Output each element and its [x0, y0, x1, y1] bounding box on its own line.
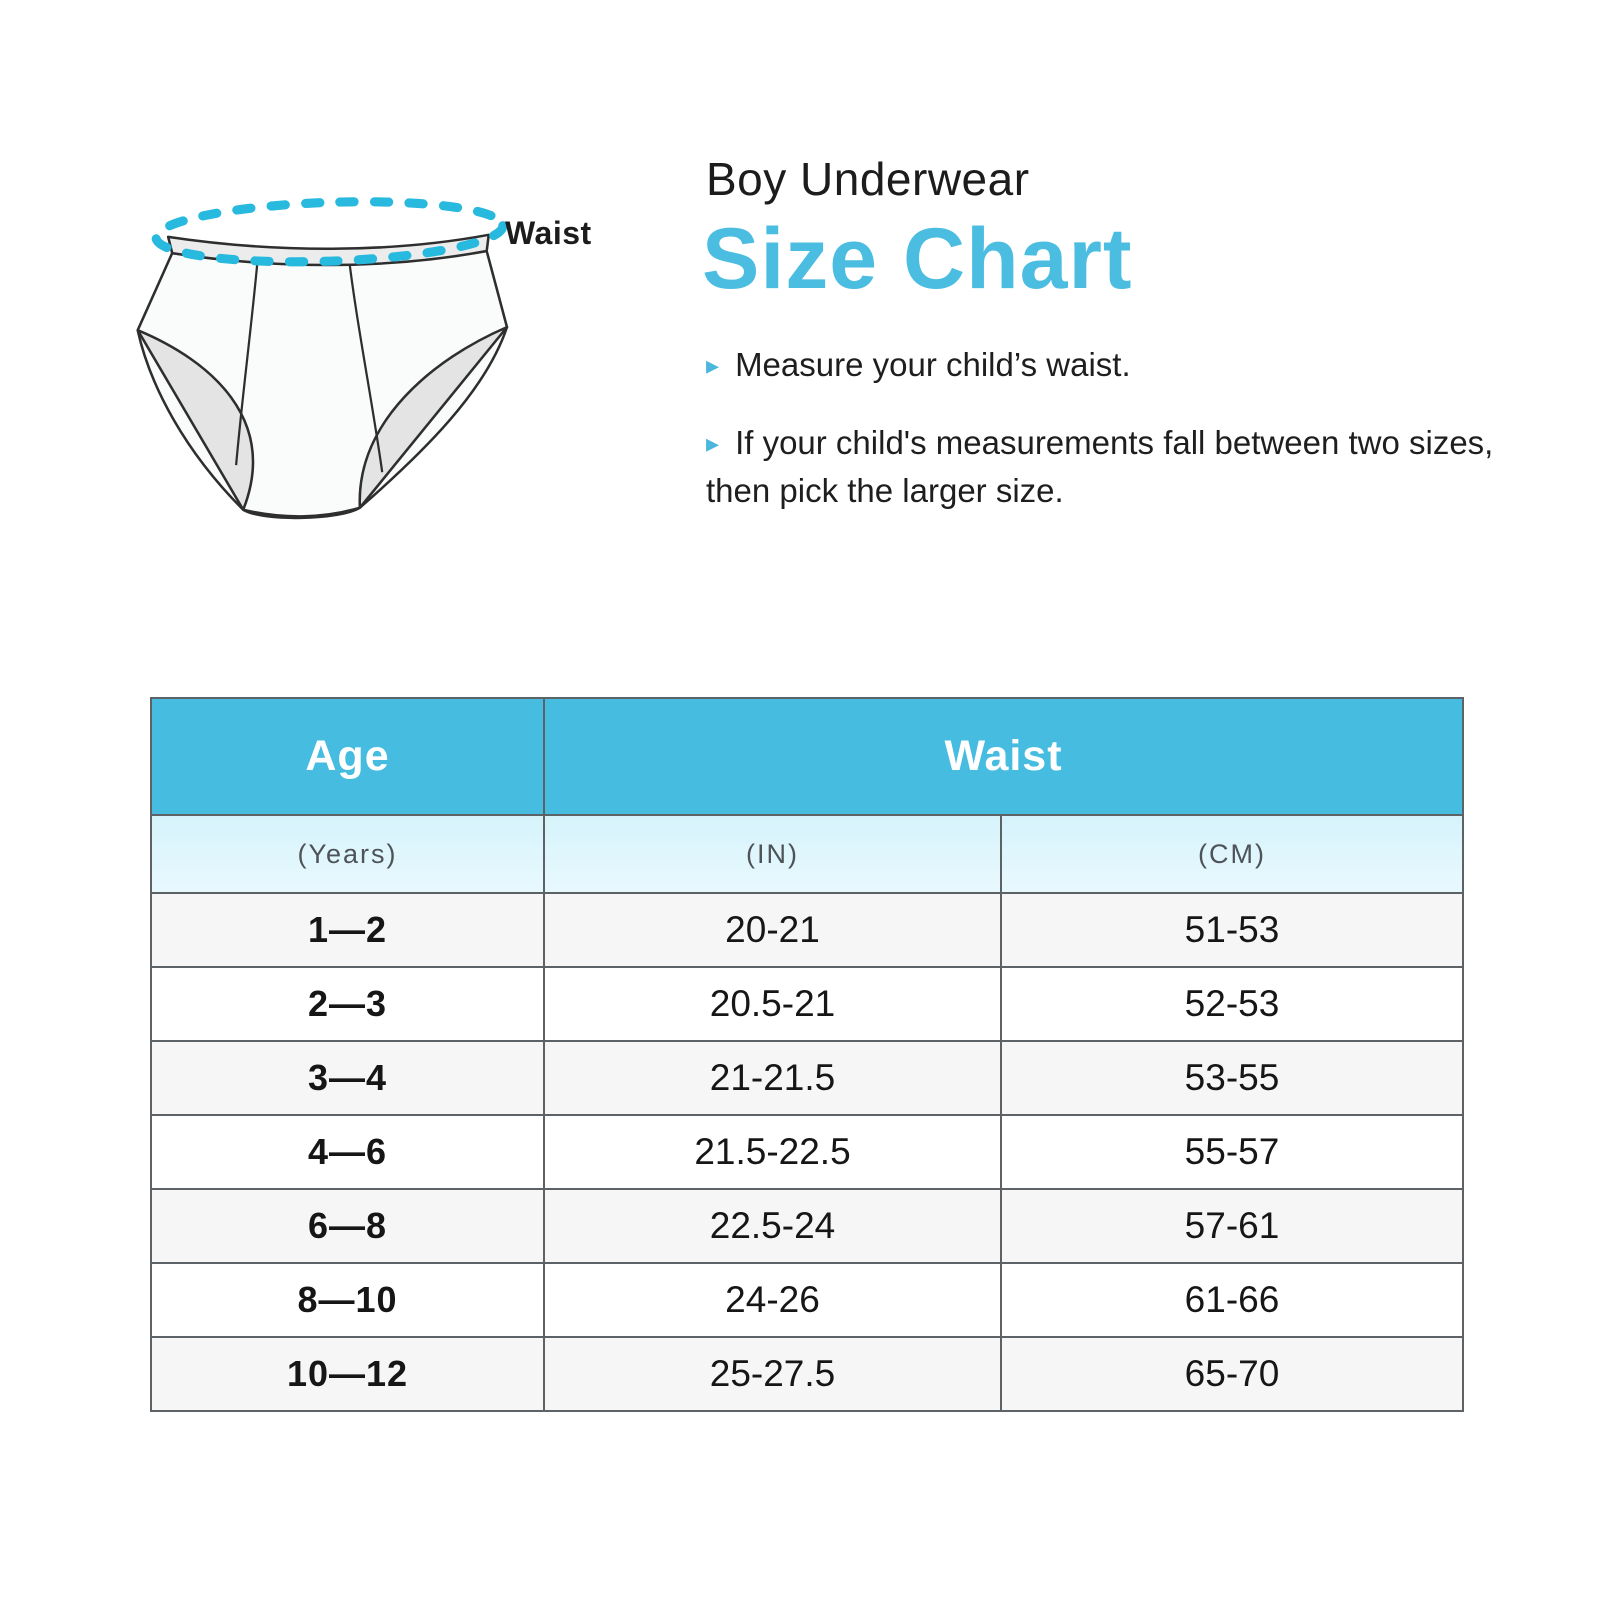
age-cell: 3—4 — [150, 1040, 545, 1116]
table-row: 1—2 20-21 51-53 — [150, 892, 1464, 968]
briefs-right-seam — [346, 247, 384, 473]
waist-in-cell: 21.5-22.5 — [543, 1114, 1002, 1190]
briefs-right-leg-shade — [358, 325, 509, 509]
page-title: Boy Underwear — [706, 153, 1030, 205]
table-row: 2—3 20.5-21 52-53 — [150, 966, 1464, 1042]
unit-label-inches: (IN) — [543, 814, 1002, 894]
waist-cm-cell: 61-66 — [1000, 1262, 1464, 1338]
waist-in-cell: 20.5-21 — [543, 966, 1002, 1042]
instruction-text: Measure your child’s waist. — [735, 346, 1131, 383]
waist-in-cell: 25-27.5 — [543, 1336, 1002, 1412]
table-row: 6—8 22.5-24 57-61 — [150, 1188, 1464, 1264]
table-row: 4—6 21.5-22.5 55-57 — [150, 1114, 1464, 1190]
unit-label-cm: (CM) — [1000, 814, 1464, 894]
waist-cm-cell: 55-57 — [1000, 1114, 1464, 1190]
unit-label-years: (Years) — [150, 814, 545, 894]
page-subtitle: Size Chart — [702, 211, 1133, 307]
waist-in-cell: 20-21 — [543, 892, 1002, 968]
age-cell: 1—2 — [150, 892, 545, 968]
waist-cm-cell: 57-61 — [1000, 1188, 1464, 1264]
bullet-triangle-icon: ▸ — [706, 428, 720, 458]
intro-section: Boy Underwear Size Chart ▸ Measure your c… — [702, 152, 1516, 515]
waist-measure-ellipse — [151, 197, 508, 267]
waist-cm-cell: 53-55 — [1000, 1040, 1464, 1116]
age-cell: 4—6 — [150, 1114, 545, 1190]
underwear-diagram — [118, 178, 618, 528]
waist-in-cell: 22.5-24 — [543, 1188, 1002, 1264]
waist-in-cell: 24-26 — [543, 1262, 1002, 1338]
table-row: 10—12 25-27.5 65-70 — [150, 1336, 1464, 1412]
age-cell: 8—10 — [150, 1262, 545, 1338]
table-header-row: Age Waist — [150, 697, 1464, 816]
underwear-illustration — [136, 197, 509, 520]
briefs-left-leg-shade — [136, 328, 255, 512]
briefs-hem — [242, 506, 361, 518]
column-header-waist: Waist — [543, 697, 1464, 816]
age-cell: 6—8 — [150, 1188, 545, 1264]
table-row: 8—10 24-26 61-66 — [150, 1262, 1464, 1338]
age-cell: 10—12 — [150, 1336, 545, 1412]
table-row: 3—4 21-21.5 53-55 — [150, 1040, 1464, 1116]
bullet-triangle-icon: ▸ — [706, 350, 720, 380]
table-subheader-row: (Years) (IN) (CM) — [150, 814, 1464, 894]
waist-cm-cell: 65-70 — [1000, 1336, 1464, 1412]
waist-cm-cell: 52-53 — [1000, 966, 1464, 1042]
instruction-bullet: ▸ If your child's measurements fall betwe… — [706, 419, 1516, 515]
age-cell: 2—3 — [150, 966, 545, 1042]
waist-diagram-label: Waist — [505, 215, 592, 251]
waist-in-cell: 21-21.5 — [543, 1040, 1002, 1116]
waist-cm-cell: 51-53 — [1000, 892, 1464, 968]
instruction-bullet: ▸ Measure your child’s waist. — [706, 341, 1516, 389]
size-table: Age Waist (Years) (IN) (CM) 1—2 20-21 51… — [150, 697, 1464, 1412]
instruction-text: If your child's measurements fall betwee… — [706, 424, 1494, 509]
column-header-age: Age — [150, 697, 545, 816]
briefs-left-seam — [235, 250, 260, 466]
